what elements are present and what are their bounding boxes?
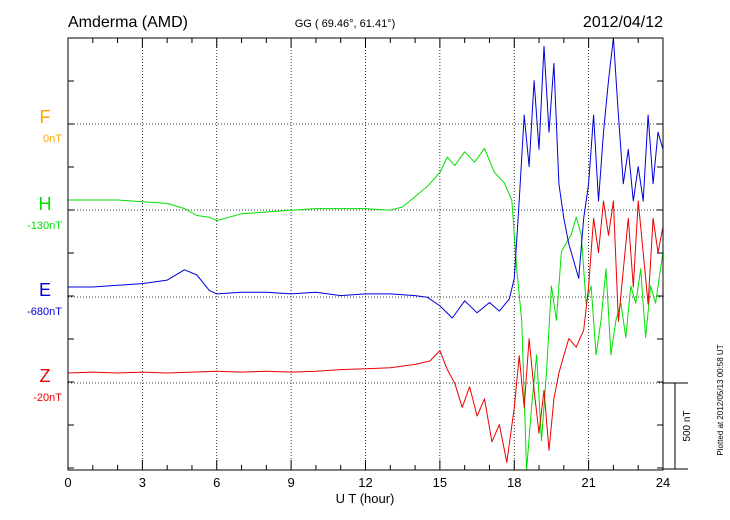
x-tick-label: 6 (213, 475, 220, 490)
x-tick-label: 0 (64, 475, 71, 490)
series-baseline-h: -130nT (27, 220, 62, 232)
series-name-f: F (40, 107, 51, 127)
x-tick-label: 15 (433, 475, 447, 490)
axis-ticks (67, 38, 664, 470)
series-layer (67, 37, 664, 471)
series-line-z (67, 200, 664, 463)
grid-lines (68, 38, 663, 470)
series-name-z: Z (40, 366, 51, 386)
scale-bar: 500 nT (663, 382, 693, 470)
series-labels: F 0nT H -130nT E -680nT Z -20nT (27, 107, 62, 404)
x-tick-label: 18 (507, 475, 521, 490)
scale-bar-label: 500 nT (682, 410, 693, 441)
x-tick-label: 12 (358, 475, 372, 490)
x-tick-labels: 0 3 6 9 12 15 18 21 24 (64, 475, 670, 490)
station-title: Amderma (AMD) (68, 14, 188, 31)
coordinates-label: GG ( 69.46°, 61.41°) (295, 18, 396, 30)
x-tick-label: 3 (139, 475, 146, 490)
x-tick-label: 21 (581, 475, 595, 490)
x-tick-label: 9 (288, 475, 295, 490)
x-axis-label: U T (hour) (336, 491, 395, 506)
series-baseline-f: 0nT (43, 133, 62, 145)
series-baseline-z: -20nT (33, 392, 62, 404)
series-line-e (68, 37, 664, 319)
date-label: 2012/04/12 (583, 14, 663, 31)
series-name-h: H (39, 194, 52, 214)
plotted-at-label: Plotted at 2012/05/13 00:58 UT (716, 344, 725, 455)
series-baseline-e: -680nT (27, 306, 62, 318)
series-line-h (68, 147, 664, 471)
series-name-e: E (39, 280, 51, 300)
x-tick-label: 24 (656, 475, 670, 490)
